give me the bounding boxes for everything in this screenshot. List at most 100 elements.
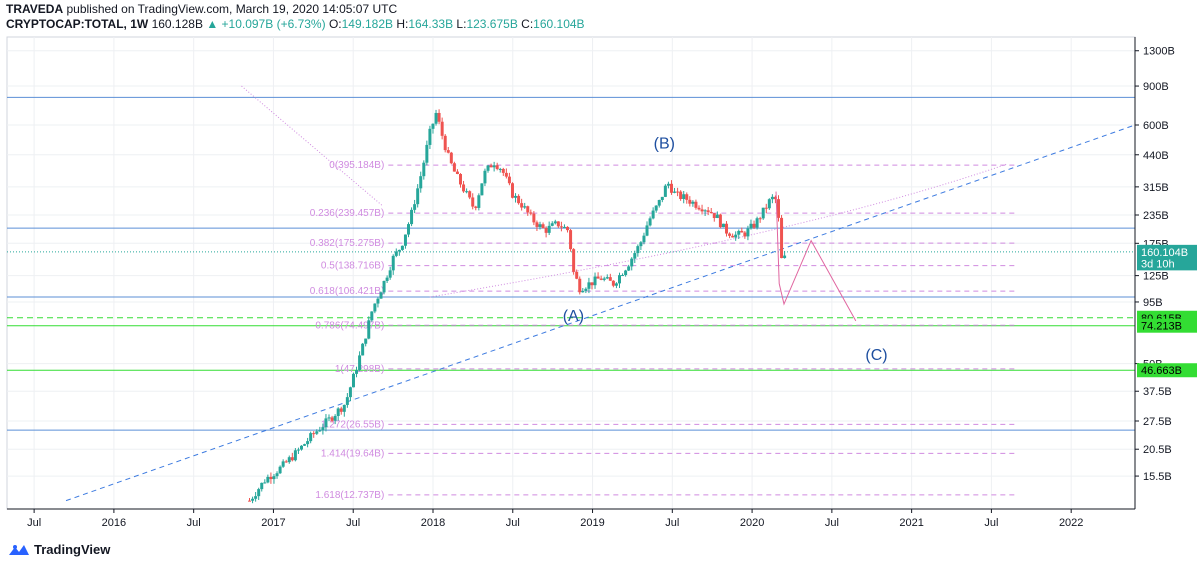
low-value: 123.675B (466, 17, 518, 31)
candle-body (324, 418, 328, 428)
time-axis-label: Jul (506, 517, 520, 529)
candle-body (480, 183, 484, 196)
candle-body (770, 196, 774, 200)
candle-body (299, 445, 303, 450)
symbol-label: CRYPTOCAP:TOTAL, 1W (6, 17, 149, 31)
price-axis-label: 37.5B (1143, 386, 1172, 398)
candle-body (706, 210, 710, 212)
price-tag-bg (1137, 244, 1197, 259)
time-axis-label: 2022 (1059, 517, 1083, 529)
candle-body (474, 206, 478, 208)
candle-body (272, 476, 276, 480)
candle-body (657, 200, 661, 206)
plot-area (6, 36, 1136, 510)
candle-body (669, 183, 673, 193)
price-tag-label: 74.213B (1141, 321, 1182, 333)
candle-body (403, 234, 407, 246)
fib-fan-line (241, 85, 383, 206)
candle-body (578, 278, 582, 293)
candle-body (526, 206, 530, 213)
price-axis-label: 27.5B (1143, 416, 1172, 428)
candle-body (547, 225, 551, 233)
candle-body (718, 214, 722, 228)
high-label: H: (396, 17, 409, 31)
candle-body (731, 235, 735, 238)
candle-body (397, 249, 401, 252)
candle-body (428, 128, 432, 145)
candle-body (566, 226, 570, 231)
candle-body (660, 196, 664, 201)
candle-body (312, 433, 316, 435)
price-tag-bg (1137, 256, 1197, 271)
candle-body (339, 408, 343, 412)
candle-body (627, 266, 631, 271)
candle-body (437, 112, 441, 122)
candle-body (391, 255, 395, 271)
publish-line: TRAVEDA published on TradingView.com, Ma… (6, 2, 585, 17)
candle-body (746, 228, 750, 237)
candle-body (559, 226, 563, 228)
candle-body (596, 276, 600, 279)
publisher-name: TRAVEDA (6, 2, 64, 16)
candle-body (761, 207, 765, 219)
candle-body (685, 194, 689, 200)
close-label: C: (521, 17, 534, 31)
candle-body (752, 223, 756, 228)
candle-body (348, 387, 352, 398)
candle-body (364, 338, 368, 344)
candle-body (394, 251, 398, 256)
candle-body (605, 277, 609, 279)
candle-body (373, 303, 377, 312)
time-axis-label: Jul (27, 517, 41, 529)
fib-level-label: 1.414(19.64B) (321, 448, 384, 459)
candle-body (679, 191, 683, 199)
candle-body (336, 408, 340, 416)
candle-body (361, 343, 365, 356)
time-axis-label: 2017 (261, 517, 285, 529)
candle-body (434, 112, 438, 124)
candle-body (260, 482, 264, 490)
time-axis-label: 2019 (580, 517, 604, 529)
candle-body (550, 223, 554, 226)
candle-body (581, 290, 585, 293)
price-axis-label: 15.5B (1143, 471, 1172, 483)
candle-body (410, 209, 414, 225)
candle-body (535, 222, 539, 227)
candle-body (691, 201, 695, 204)
candle-body (633, 253, 637, 259)
candle-body (587, 282, 591, 289)
candle-body (330, 417, 334, 421)
candle-body (290, 457, 294, 461)
candle-body (654, 205, 658, 211)
price-axis-label: 315B (1143, 182, 1169, 194)
candle-body (351, 373, 355, 388)
candle-body (621, 275, 625, 277)
candle-body (728, 233, 732, 236)
time-axis-label: Jul (825, 517, 839, 529)
wave-label: (A) (563, 308, 584, 325)
time-axis-label: Jul (665, 517, 679, 529)
time-axis-label: 2021 (899, 517, 923, 529)
candle-body (743, 232, 747, 237)
candle-body (422, 162, 426, 177)
wave-label: (B) (654, 135, 675, 152)
candle-body (489, 165, 493, 168)
candle-body (296, 449, 300, 451)
tradingview-footer[interactable]: TradingView (8, 542, 110, 557)
published-text: published on TradingView.com, March 19, … (66, 2, 398, 16)
candle-body (780, 217, 784, 259)
candle-body (715, 214, 719, 219)
candle-body (764, 207, 768, 209)
price-axis-label: 1300B (1143, 46, 1175, 58)
candle-body (712, 213, 716, 219)
candle-body (694, 201, 698, 208)
low-label: L: (456, 17, 467, 31)
price-tag-bg (1137, 318, 1197, 333)
candle-body (737, 230, 741, 235)
candle-body (523, 206, 527, 208)
candle-body (342, 404, 346, 412)
candle-body (495, 165, 499, 169)
candle-body (532, 213, 536, 223)
candle-body (673, 191, 677, 193)
